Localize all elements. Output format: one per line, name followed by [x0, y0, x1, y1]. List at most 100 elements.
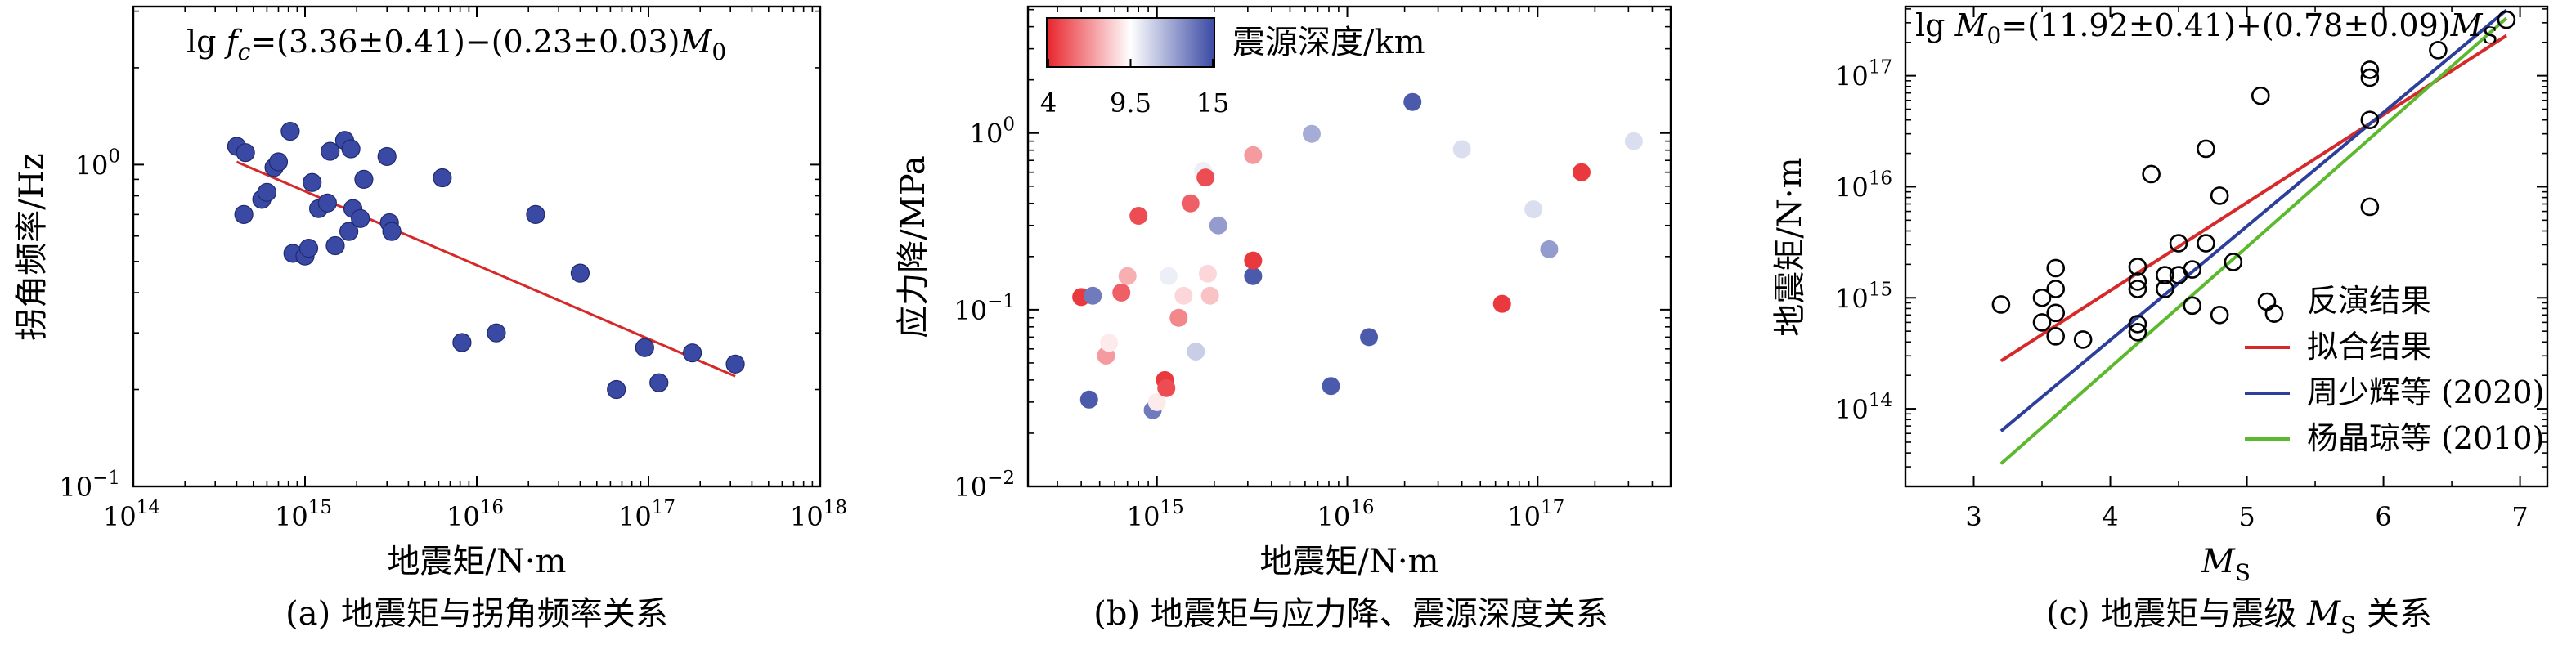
data-point: [649, 373, 669, 392]
x-tick-label: 6: [2375, 501, 2391, 532]
data-point: [2032, 288, 2052, 307]
y-tick-label: 1015: [1835, 279, 1892, 314]
tick-exponent: 17: [1541, 497, 1564, 518]
data-point: [725, 354, 745, 374]
data-point: [1079, 390, 1098, 409]
data-point: [2142, 164, 2161, 184]
data-point: [1403, 92, 1422, 111]
data-point: [1196, 168, 1215, 187]
data-point: [1157, 378, 1176, 397]
data-point: [2251, 86, 2270, 105]
y-tick-label: 100: [75, 146, 120, 181]
data-point: [1187, 343, 1205, 361]
data-point: [377, 146, 397, 167]
data-point: [1112, 283, 1131, 302]
y-tick-label: 100: [970, 114, 1015, 150]
y-tick-label: 10−1: [954, 291, 1015, 326]
fit-line: [236, 160, 736, 378]
tick-base: 10: [75, 150, 109, 181]
data-point: [2197, 234, 2215, 253]
tick-base: 10: [1835, 172, 1869, 203]
data-point: [2046, 258, 2066, 278]
tick-base: 10: [1127, 501, 1160, 532]
tick-base: 10: [447, 501, 480, 532]
data-point: [2128, 280, 2147, 298]
data-point: [635, 338, 654, 357]
data-point: [339, 222, 359, 241]
colorbar-label: 震源深度/km: [1232, 24, 1425, 61]
data-point: [2429, 41, 2448, 60]
x-tick-label: 1015: [1127, 497, 1184, 532]
data-point: [1129, 207, 1148, 226]
x-tick-label: 1017: [1507, 497, 1564, 532]
data-point: [236, 143, 255, 163]
data-point: [2046, 280, 2066, 298]
tick-exponent: 15: [1160, 497, 1183, 518]
data-point: [1572, 163, 1591, 181]
data-point: [2156, 266, 2174, 284]
x-axis-label: MS: [2201, 543, 2251, 586]
data-point: [2360, 197, 2380, 217]
x-tick-label: 5: [2238, 501, 2255, 532]
tick-exponent: 17: [1869, 57, 1892, 78]
tick-exponent: −1: [987, 291, 1015, 312]
data-point: [1244, 146, 1263, 164]
data-point: [683, 343, 702, 363]
tick-base: 10: [790, 501, 824, 532]
data-point: [1169, 308, 1188, 327]
data-point: [1147, 392, 1166, 411]
y-tick-label: 1017: [1835, 57, 1892, 92]
data-point: [1181, 194, 1200, 213]
equation-M: M: [1954, 7, 1988, 43]
tick-base: 10: [1317, 501, 1351, 532]
data-point: [317, 193, 337, 213]
data-point: [2046, 327, 2066, 346]
data-point: [452, 333, 472, 352]
reference-line: [1999, 8, 2508, 432]
y-axis-label: 地震矩/N·m: [1771, 157, 1809, 336]
tick-base: 10: [103, 501, 137, 532]
data-point: [1302, 124, 1321, 143]
x-tick-label: 1017: [618, 497, 675, 532]
legend-label: 拟合结果: [2307, 329, 2431, 365]
data-point: [2197, 139, 2215, 159]
data-point: [325, 235, 345, 256]
data-point: [2032, 313, 2052, 332]
data-point: [351, 208, 370, 228]
x-label-M: M: [2201, 543, 2236, 580]
x-tick-label: 3: [1965, 501, 1981, 532]
equation-M2: M: [2450, 7, 2484, 43]
data-point: [1244, 267, 1263, 285]
equation-msub2: S: [2483, 22, 2498, 49]
data-point: [1360, 328, 1379, 347]
tick-base: 10: [618, 501, 652, 532]
colorbar-tick-label: 4: [1040, 87, 1057, 119]
legend-label: 杨晶琼等 (2010): [2307, 420, 2544, 456]
data-point: [1624, 132, 1643, 150]
data-point: [2046, 303, 2066, 323]
panel-caption: (b) 地震矩与应力降、震源深度关系: [1093, 595, 1609, 633]
tick-exponent: 18: [824, 497, 847, 518]
data-point: [2360, 110, 2380, 129]
data-point: [1322, 377, 1340, 396]
tick-exponent: 16: [1869, 168, 1892, 189]
tick-exponent: 14: [137, 497, 160, 518]
x-tick-label: 1018: [790, 497, 847, 532]
data-point: [298, 238, 319, 258]
tick-base: 10: [954, 472, 987, 503]
data-point: [2360, 60, 2380, 79]
x-tick-label: 4: [2102, 501, 2118, 532]
data-point: [354, 169, 374, 190]
tick-exponent: 16: [480, 497, 504, 518]
equation-coeffs: =(3.36±0.41)−(0.23±0.03): [250, 24, 680, 60]
tick-base: 10: [59, 472, 92, 503]
data-point: [341, 139, 361, 159]
equation-msub: 0: [711, 38, 726, 65]
data-point: [234, 204, 254, 224]
plot-frame: [1026, 5, 1672, 488]
data-point: [1159, 267, 1178, 285]
data-point: [1991, 295, 2011, 314]
regression-equation: lg M0=(11.92±0.41)+(0.78±0.09)MS: [1915, 7, 2498, 49]
